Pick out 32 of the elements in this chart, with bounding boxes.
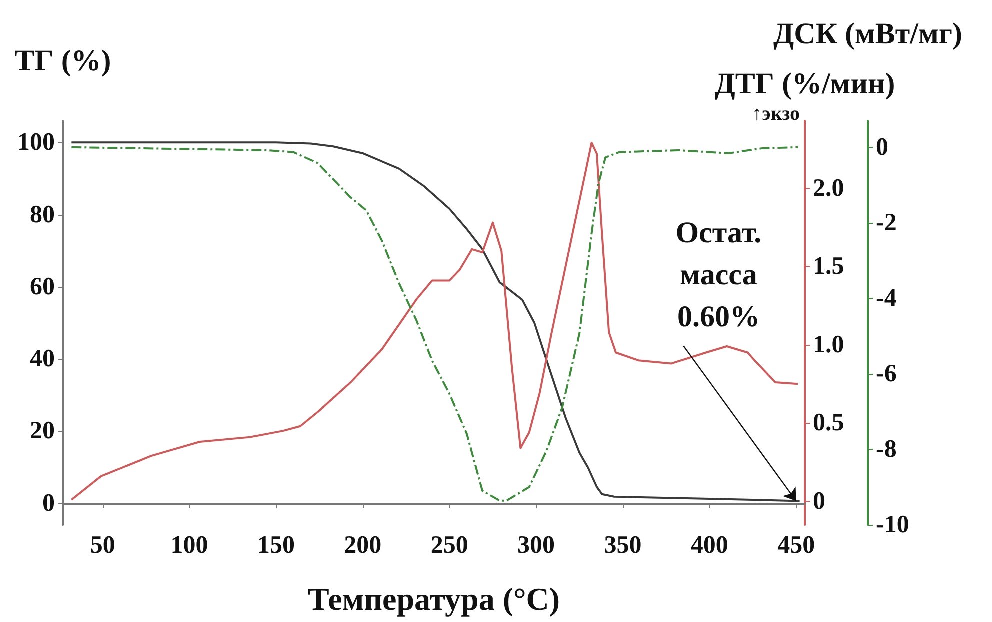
x-tick-label: 350	[604, 532, 642, 559]
x-tick-label: 450	[778, 532, 816, 559]
x-tick-label: 400	[690, 532, 728, 559]
y-tick-label: 60	[30, 273, 55, 300]
y3-tick-label: -6	[876, 360, 897, 388]
annotation: ↑экзо	[752, 103, 800, 125]
y-tick-label: 20	[30, 418, 55, 445]
x-tick-label: 250	[430, 532, 468, 559]
x-tick-label: 100	[170, 532, 208, 559]
y3-tick-label: -2	[876, 209, 897, 236]
y3-tick-label: -8	[876, 436, 897, 463]
x-axis-title: Температура (°C)	[308, 581, 560, 617]
x-tick-label: 50	[90, 532, 116, 559]
y3-axis-title: ДСК (мВт/мг)	[773, 18, 963, 50]
y-tick-label: 100	[18, 129, 55, 156]
y-axis-title: ТГ (%)	[14, 44, 112, 78]
x-tick-label: 300	[518, 532, 556, 559]
y2-tick-label: 2.0	[813, 174, 844, 202]
y3-tick-label: -4	[876, 284, 898, 312]
x-tick-label: 150	[257, 532, 295, 559]
y-tick-label: 0	[42, 490, 55, 517]
y2-tick-label: 1.5	[813, 253, 844, 280]
y2-tick-label: 0	[813, 488, 826, 516]
y2-axis-title: ДТГ (%/мин)	[714, 68, 896, 100]
y2-tick-label: 0.5	[813, 410, 844, 437]
y3-tick-label: -10	[876, 512, 910, 538]
y-tick-label: 80	[30, 201, 55, 228]
x-tick-label: 200	[344, 532, 382, 559]
y2-tick-label: 1.0	[813, 331, 844, 358]
annotation: Остат. масса 0.60%	[676, 216, 762, 334]
y3-tick-label: 0	[876, 134, 888, 161]
y-tick-label: 40	[30, 346, 55, 373]
